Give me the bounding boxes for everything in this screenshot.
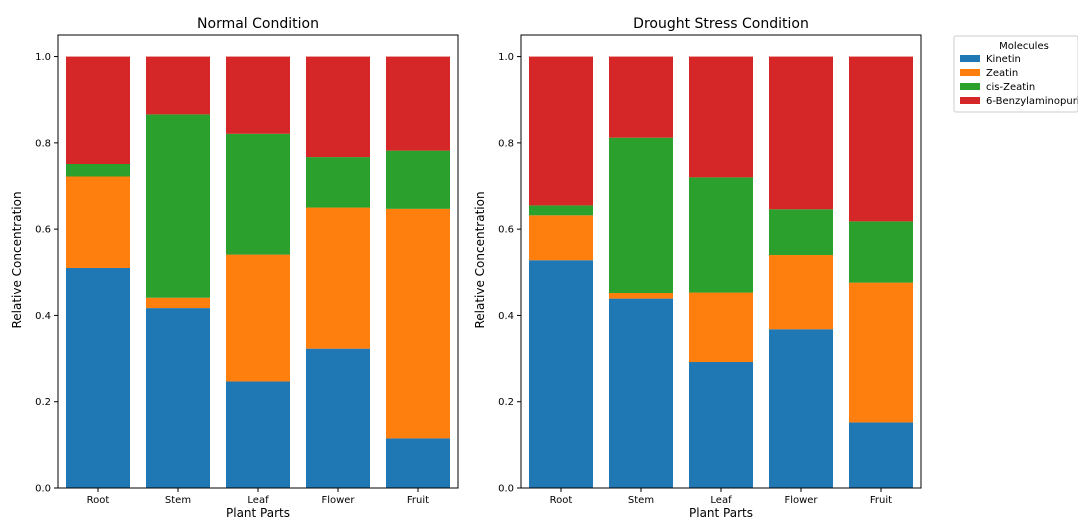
y-tick-label: 0.0 <box>35 484 51 495</box>
legend-swatch-cis-zeatin <box>960 83 980 90</box>
y-tick-label: 0.4 <box>498 311 514 322</box>
bar-segment-kinetin-leaf <box>689 362 753 488</box>
y-tick-label: 0.2 <box>498 397 514 408</box>
panel-drought-stress-condition: Drought Stress Condition Plant Parts Rel… <box>473 16 922 519</box>
bar-segment-kinetin-root <box>529 260 593 488</box>
x-tick-label: Root <box>87 495 110 506</box>
y-tick-label: 1.0 <box>498 52 514 63</box>
y-tick-label: 1.0 <box>35 52 51 63</box>
axes-frame <box>57 34 459 489</box>
bar-segment-cis-zeatin-fruit <box>849 221 913 283</box>
bar-segment-6-benzylaminopurine-flower <box>769 56 833 210</box>
bar-segment-cis-zeatin-fruit <box>386 150 450 209</box>
legend-swatch-zeatin <box>960 69 980 76</box>
bar-segment-kinetin-flower <box>306 348 370 488</box>
plot-area: Root Stem Leaf Flower Fruit 0.0 0.2 0.4 0.6 0.8 1.… <box>498 34 922 506</box>
bar-segment-cis-zeatin-stem <box>609 137 673 293</box>
y-axis-label: Relative Concentration <box>473 191 487 328</box>
bar-segment-6-benzylaminopurine-flower <box>306 56 370 158</box>
bar-segment-6-benzylaminopurine-fruit <box>386 56 450 151</box>
x-tick-label: Fruit <box>870 495 892 506</box>
bar-segment-zeatin-stem <box>609 292 673 299</box>
y-tick-label: 0.4 <box>35 311 51 322</box>
x-axis-label: Plant Parts <box>226 506 290 519</box>
bar-segment-kinetin-leaf <box>226 381 290 488</box>
y-tick-label: 0.6 <box>498 225 514 236</box>
bar-segment-cis-zeatin-flower <box>306 157 370 208</box>
bar-segment-cis-zeatin-root <box>66 164 130 177</box>
y-tick-label: 0.2 <box>35 397 51 408</box>
x-tick-label: Stem <box>628 495 654 506</box>
bar-segment-zeatin-leaf <box>226 254 290 382</box>
bar-segment-zeatin-fruit <box>849 282 913 423</box>
x-tick-label: Leaf <box>247 495 269 506</box>
legend-label-cis-zeatin: cis-Zeatin <box>986 82 1035 93</box>
y-tick-label: 0.8 <box>35 138 51 149</box>
bar-segment-zeatin-root <box>66 176 130 268</box>
bar-segment-kinetin-fruit <box>849 422 913 488</box>
legend-frame <box>953 35 1078 113</box>
bar-segment-zeatin-fruit <box>386 208 450 439</box>
bar-segment-kinetin-root <box>66 267 130 488</box>
y-axis-label: Relative Concentration <box>10 191 24 328</box>
bar-segment-cis-zeatin-flower <box>769 209 833 256</box>
legend-title: Molecules <box>999 41 1049 52</box>
bar-segment-kinetin-flower <box>769 329 833 488</box>
chart-title: Drought Stress Condition <box>633 16 809 32</box>
bar-segment-zeatin-leaf <box>689 292 753 363</box>
plot-area: Root Stem Leaf Flower Fruit 0.0 0.2 0.4 0.6 0.8 1.… <box>35 34 459 506</box>
legend-swatch-6-benzylaminopurine <box>960 97 980 104</box>
legend-label-6-benzylaminopurine: 6-Benzylaminopurine <box>986 96 1078 107</box>
bar-segment-cis-zeatin-stem <box>146 114 210 298</box>
x-tick-label: Leaf <box>710 495 732 506</box>
axes-frame <box>520 34 922 489</box>
bar-segment-6-benzylaminopurine-leaf <box>689 56 753 178</box>
bar-segment-6-benzylaminopurine-fruit <box>849 56 913 222</box>
y-tick-label: 0.0 <box>498 484 514 495</box>
chart-title: Normal Condition <box>197 16 319 32</box>
bar-segment-6-benzylaminopurine-root <box>529 56 593 206</box>
bar-segment-zeatin-root <box>529 215 593 261</box>
panel-normal-condition: Normal Condition Plant Parts Relative Co… <box>10 16 459 519</box>
legend-label-zeatin: Zeatin <box>986 68 1018 79</box>
legend-label-kinetin: Kinetin <box>986 54 1021 65</box>
bar-segment-6-benzylaminopurine-root <box>66 56 130 164</box>
y-tick-label: 0.8 <box>498 138 514 149</box>
y-tick-label: 0.6 <box>35 225 51 236</box>
bar-segment-zeatin-stem <box>146 297 210 309</box>
x-tick-label: Fruit <box>407 495 429 506</box>
bar-segment-6-benzylaminopurine-stem <box>609 56 673 138</box>
bar-segment-kinetin-stem <box>609 298 673 488</box>
x-tick-label: Flower <box>321 495 355 506</box>
x-tick-label: Stem <box>165 495 191 506</box>
bar-segment-kinetin-stem <box>146 308 210 488</box>
bar-segment-zeatin-flower <box>769 255 833 330</box>
legend: Molecules Kinetin Zeatin cis-Zeatin 6-Benzy… <box>953 35 1078 113</box>
bar-segment-cis-zeatin-root <box>529 205 593 216</box>
bar-segment-cis-zeatin-leaf <box>689 177 753 293</box>
bar-segment-6-benzylaminopurine-leaf <box>226 56 290 134</box>
legend-swatch-kinetin <box>960 55 980 62</box>
x-tick-label: Root <box>550 495 573 506</box>
x-axis-label: Plant Parts <box>689 506 753 519</box>
x-tick-label: Flower <box>784 495 818 506</box>
bar-segment-cis-zeatin-leaf <box>226 133 290 255</box>
bar-segment-zeatin-flower <box>306 207 370 349</box>
bar-segment-kinetin-fruit <box>386 438 450 488</box>
bar-segment-6-benzylaminopurine-stem <box>146 56 210 115</box>
